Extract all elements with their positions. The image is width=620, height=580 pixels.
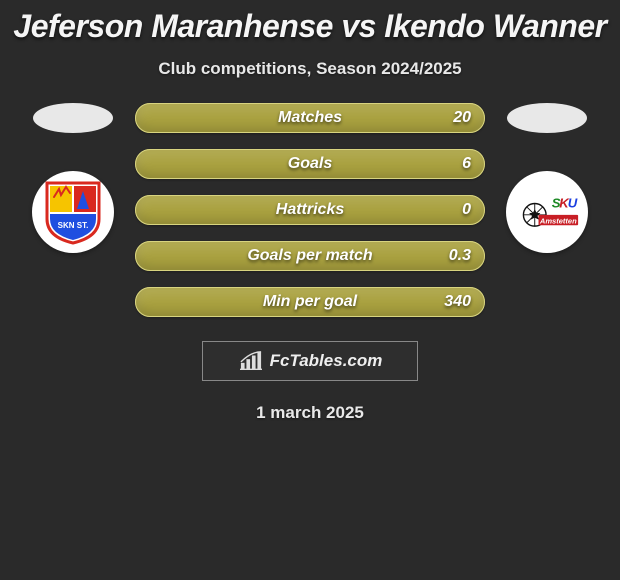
comparison-body: SKN ST. Matches 20 Goals 6 Hattricks 0 — [0, 103, 620, 317]
watermark-label: FcTables.com — [270, 351, 383, 371]
stat-label: Min per goal — [263, 293, 357, 311]
stat-label: Goals per match — [247, 247, 372, 265]
comparison-card: Jeferson Maranhense vs Ikendo Wanner Clu… — [0, 0, 620, 423]
stat-value: 6 — [462, 155, 471, 173]
watermark[interactable]: FcTables.com — [202, 341, 418, 381]
stat-bar-min-per-goal: Min per goal 340 — [135, 287, 485, 317]
skn-st-polten-crest-icon: SKN ST. — [40, 179, 106, 245]
stat-bar-hattricks: Hattricks 0 — [135, 195, 485, 225]
stats-bars: Matches 20 Goals 6 Hattricks 0 Goals per… — [135, 103, 485, 317]
svg-text:U: U — [568, 195, 578, 210]
stat-value: 0.3 — [449, 247, 471, 265]
date-label: 1 march 2025 — [0, 403, 620, 423]
svg-text:Amstetten: Amstetten — [539, 216, 577, 225]
stat-bar-matches: Matches 20 — [135, 103, 485, 133]
right-player-column: S K U Amstetten — [503, 103, 591, 253]
stat-value: 340 — [444, 293, 471, 311]
stat-value: 0 — [462, 201, 471, 219]
right-club-logo: S K U Amstetten — [506, 171, 588, 253]
left-club-logo: SKN ST. — [32, 171, 114, 253]
page-title: Jeferson Maranhense vs Ikendo Wanner — [0, 8, 620, 45]
sku-amstetten-crest-icon: S K U Amstetten — [514, 179, 580, 245]
stat-bar-goals-per-match: Goals per match 0.3 — [135, 241, 485, 271]
bars-chart-icon — [238, 350, 264, 372]
stat-label: Matches — [278, 109, 342, 127]
stat-bar-goals: Goals 6 — [135, 149, 485, 179]
left-player-shadow — [33, 103, 113, 133]
right-player-shadow — [507, 103, 587, 133]
stat-label: Goals — [288, 155, 332, 173]
subtitle: Club competitions, Season 2024/2025 — [0, 59, 620, 79]
svg-text:SKN ST.: SKN ST. — [58, 221, 89, 230]
stat-label: Hattricks — [276, 201, 344, 219]
stat-value: 20 — [453, 109, 471, 127]
left-player-column: SKN ST. — [29, 103, 117, 253]
